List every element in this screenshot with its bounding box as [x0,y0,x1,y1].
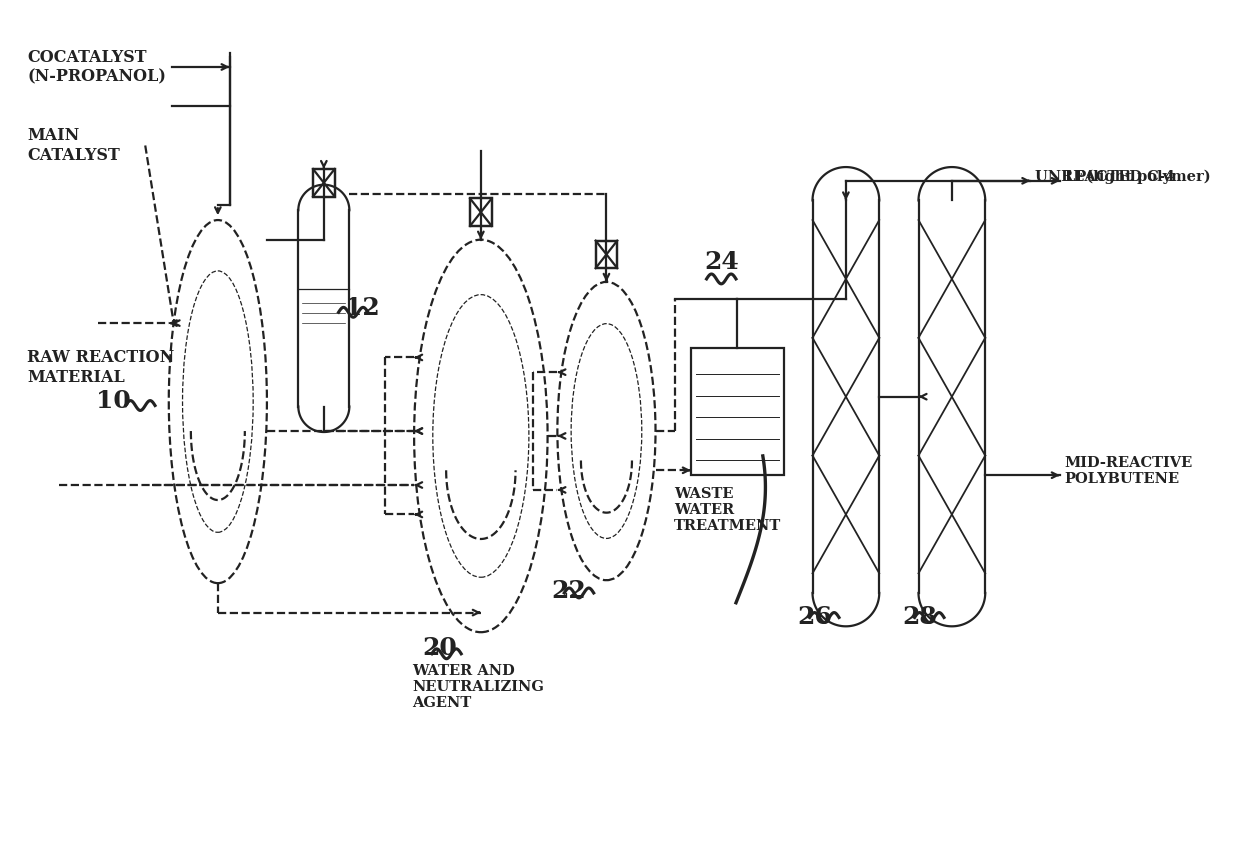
Text: 26: 26 [797,605,832,630]
Bar [470,198,491,226]
Text: 28: 28 [903,605,937,630]
Bar [595,241,618,268]
Text: 22: 22 [552,578,587,603]
Text: WASTE
WATER
TREATMENT: WASTE WATER TREATMENT [675,487,781,533]
Text: 10: 10 [97,390,131,413]
Text: 24: 24 [704,250,739,275]
Text: UNREACTED C-4: UNREACTED C-4 [1035,170,1176,184]
Text: COCATALYST
(N-PROPANOL): COCATALYST (N-PROPANOL) [27,48,166,85]
Text: 20: 20 [422,636,456,660]
Text: MID-REACTIVE
POLYBUTENE: MID-REACTIVE POLYBUTENE [1065,456,1193,487]
Bar [312,169,335,197]
Text: RAW REACTION
MATERIAL: RAW REACTION MATERIAL [27,349,175,385]
Text: LP(light polymer): LP(light polymer) [1065,170,1210,184]
Text: MAIN
CATALYST: MAIN CATALYST [27,127,120,164]
Bar [691,347,784,475]
Text: 12: 12 [346,296,381,320]
Text: WATER AND
NEUTRALIZING
AGENT: WATER AND NEUTRALIZING AGENT [412,663,544,710]
